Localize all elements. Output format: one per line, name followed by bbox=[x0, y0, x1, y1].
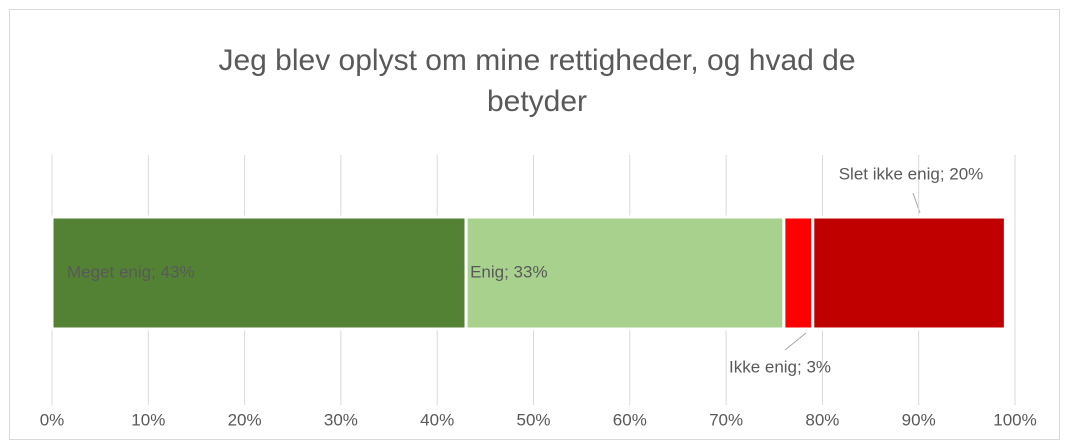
data-label: Meget enig; 43% bbox=[67, 262, 195, 281]
data-label: Slet ikke enig; 20% bbox=[839, 164, 984, 183]
chart-title: Jeg blev oplyst om mine rettigheder, og … bbox=[218, 44, 856, 118]
x-tick-label: 70% bbox=[709, 410, 743, 429]
x-tick-label: 80% bbox=[805, 410, 839, 429]
chart-border bbox=[9, 9, 1060, 440]
x-tick-label: 90% bbox=[902, 410, 936, 429]
data-label: Ikke enig; 3% bbox=[729, 357, 831, 376]
x-tick-label: 10% bbox=[131, 410, 165, 429]
x-tick-label: 100% bbox=[993, 410, 1036, 429]
bar-segment bbox=[464, 215, 786, 331]
bar-segment bbox=[50, 215, 468, 331]
data-label: Enig; 33% bbox=[470, 262, 547, 281]
x-tick-label: 50% bbox=[516, 410, 550, 429]
x-tick-label: 0% bbox=[40, 410, 65, 429]
x-tick-label: 20% bbox=[228, 410, 262, 429]
bar-segment bbox=[811, 215, 1007, 331]
x-tick-label: 40% bbox=[420, 410, 454, 429]
leader-line bbox=[784, 332, 807, 351]
x-tick-label: 60% bbox=[613, 410, 647, 429]
bar-segment bbox=[782, 215, 815, 331]
x-tick-label: 30% bbox=[324, 410, 358, 429]
